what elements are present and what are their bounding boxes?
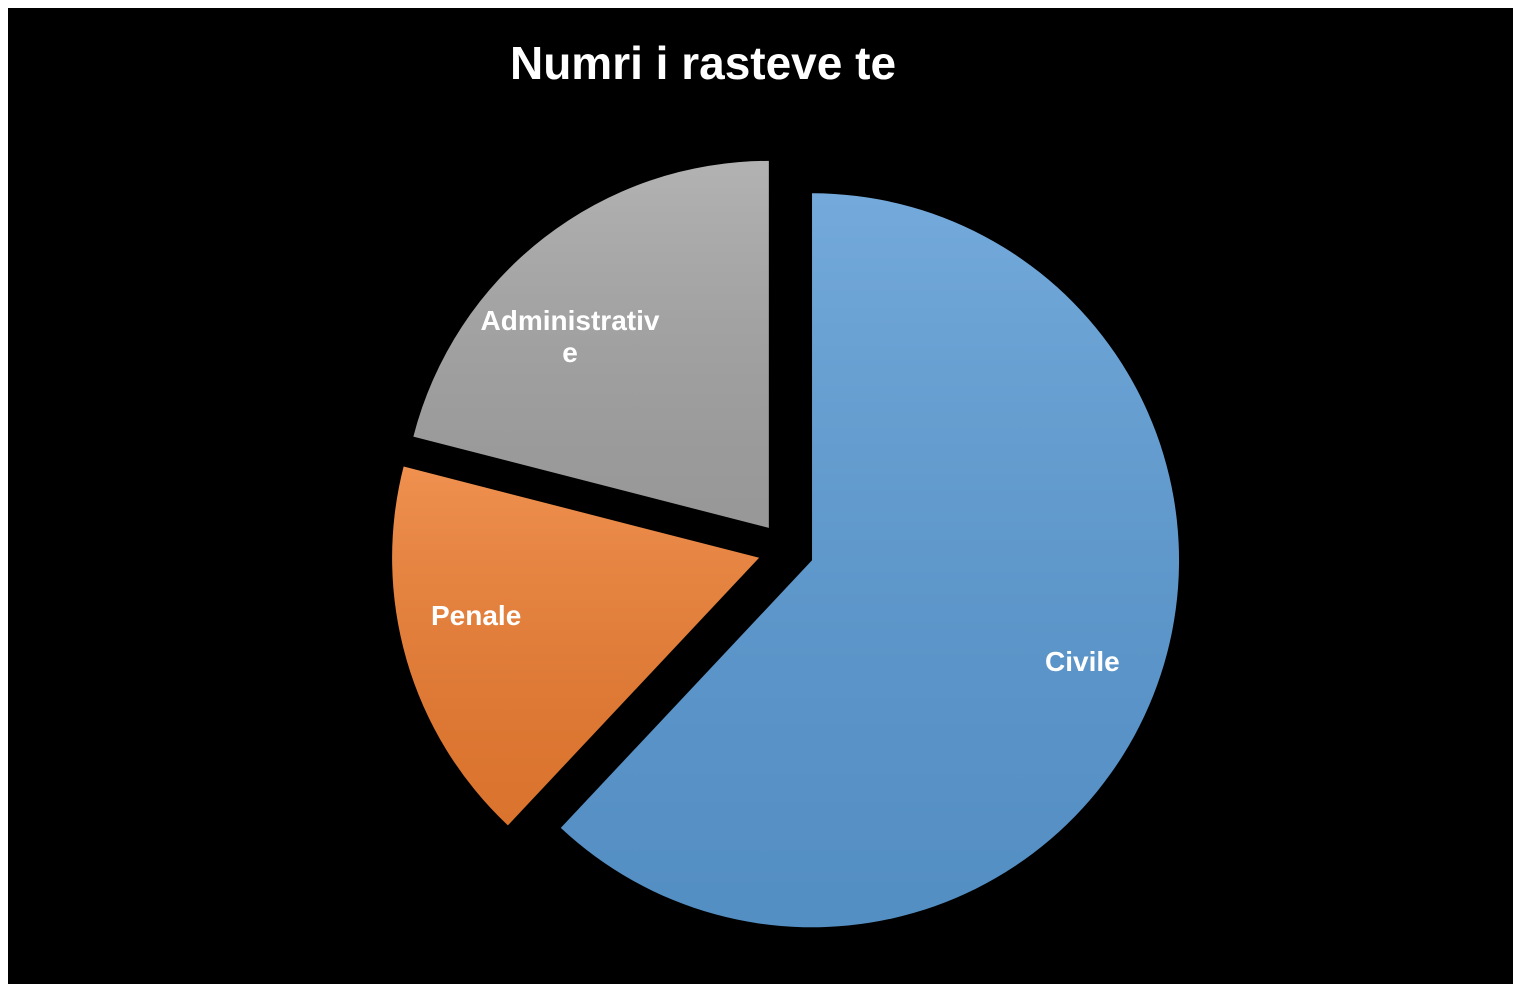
- chart-title: Numri i rasteve te: [509, 37, 897, 89]
- chart-area: Numri i rasteve te Civile Penale Administr…: [8, 8, 1513, 984]
- slice-label: Penale: [431, 600, 522, 631]
- slice-label: Administrative: [480, 305, 660, 368]
- chart: [392, 160, 1180, 928]
- slice-label: Civile: [1045, 646, 1120, 677]
